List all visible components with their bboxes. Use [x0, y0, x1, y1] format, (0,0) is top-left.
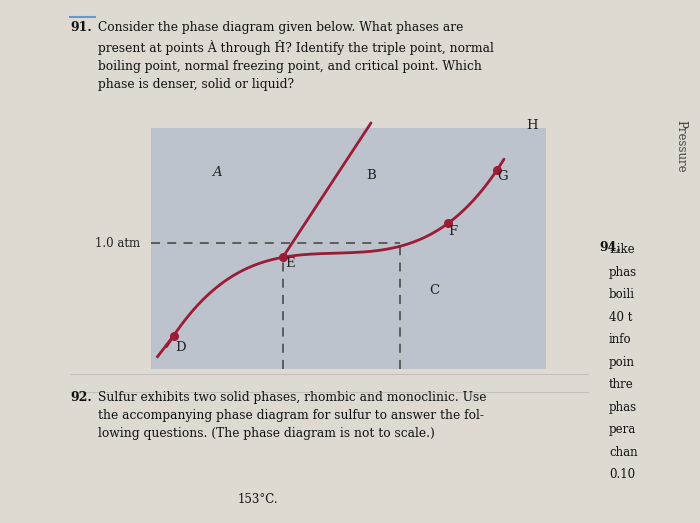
Text: poin: poin — [609, 356, 635, 369]
Text: Sulfur exhibits two solid phases, rhombic and monoclinic. Use
the accompanying p: Sulfur exhibits two solid phases, rhombi… — [98, 391, 486, 440]
Text: boili: boili — [609, 288, 635, 301]
Text: H: H — [526, 119, 538, 132]
Text: 1.0 atm: 1.0 atm — [95, 237, 140, 249]
Text: Like: Like — [609, 243, 635, 256]
Text: phas: phas — [609, 266, 637, 279]
Text: 0.10: 0.10 — [609, 468, 635, 481]
Text: pera: pera — [609, 423, 636, 436]
Text: 94.: 94. — [599, 241, 621, 254]
Text: chan: chan — [609, 446, 638, 459]
Text: E: E — [286, 257, 295, 269]
Text: G: G — [497, 170, 508, 183]
Text: D: D — [175, 342, 186, 354]
Text: B: B — [366, 169, 376, 181]
Text: info: info — [609, 333, 631, 346]
Text: phas: phas — [609, 401, 637, 414]
Text: C: C — [429, 284, 439, 297]
Text: 92.: 92. — [70, 391, 92, 404]
Text: 40 t: 40 t — [609, 311, 632, 324]
Text: 91.: 91. — [70, 21, 92, 34]
Text: 153°C.: 153°C. — [238, 493, 279, 506]
Text: F: F — [448, 225, 458, 237]
Text: A: A — [212, 166, 222, 179]
Text: Pressure: Pressure — [674, 120, 687, 173]
Text: thre: thre — [609, 378, 634, 391]
Text: Consider the phase diagram given below. What phases are
present at points À thro: Consider the phase diagram given below. … — [98, 21, 494, 91]
Bar — [150, 128, 546, 369]
